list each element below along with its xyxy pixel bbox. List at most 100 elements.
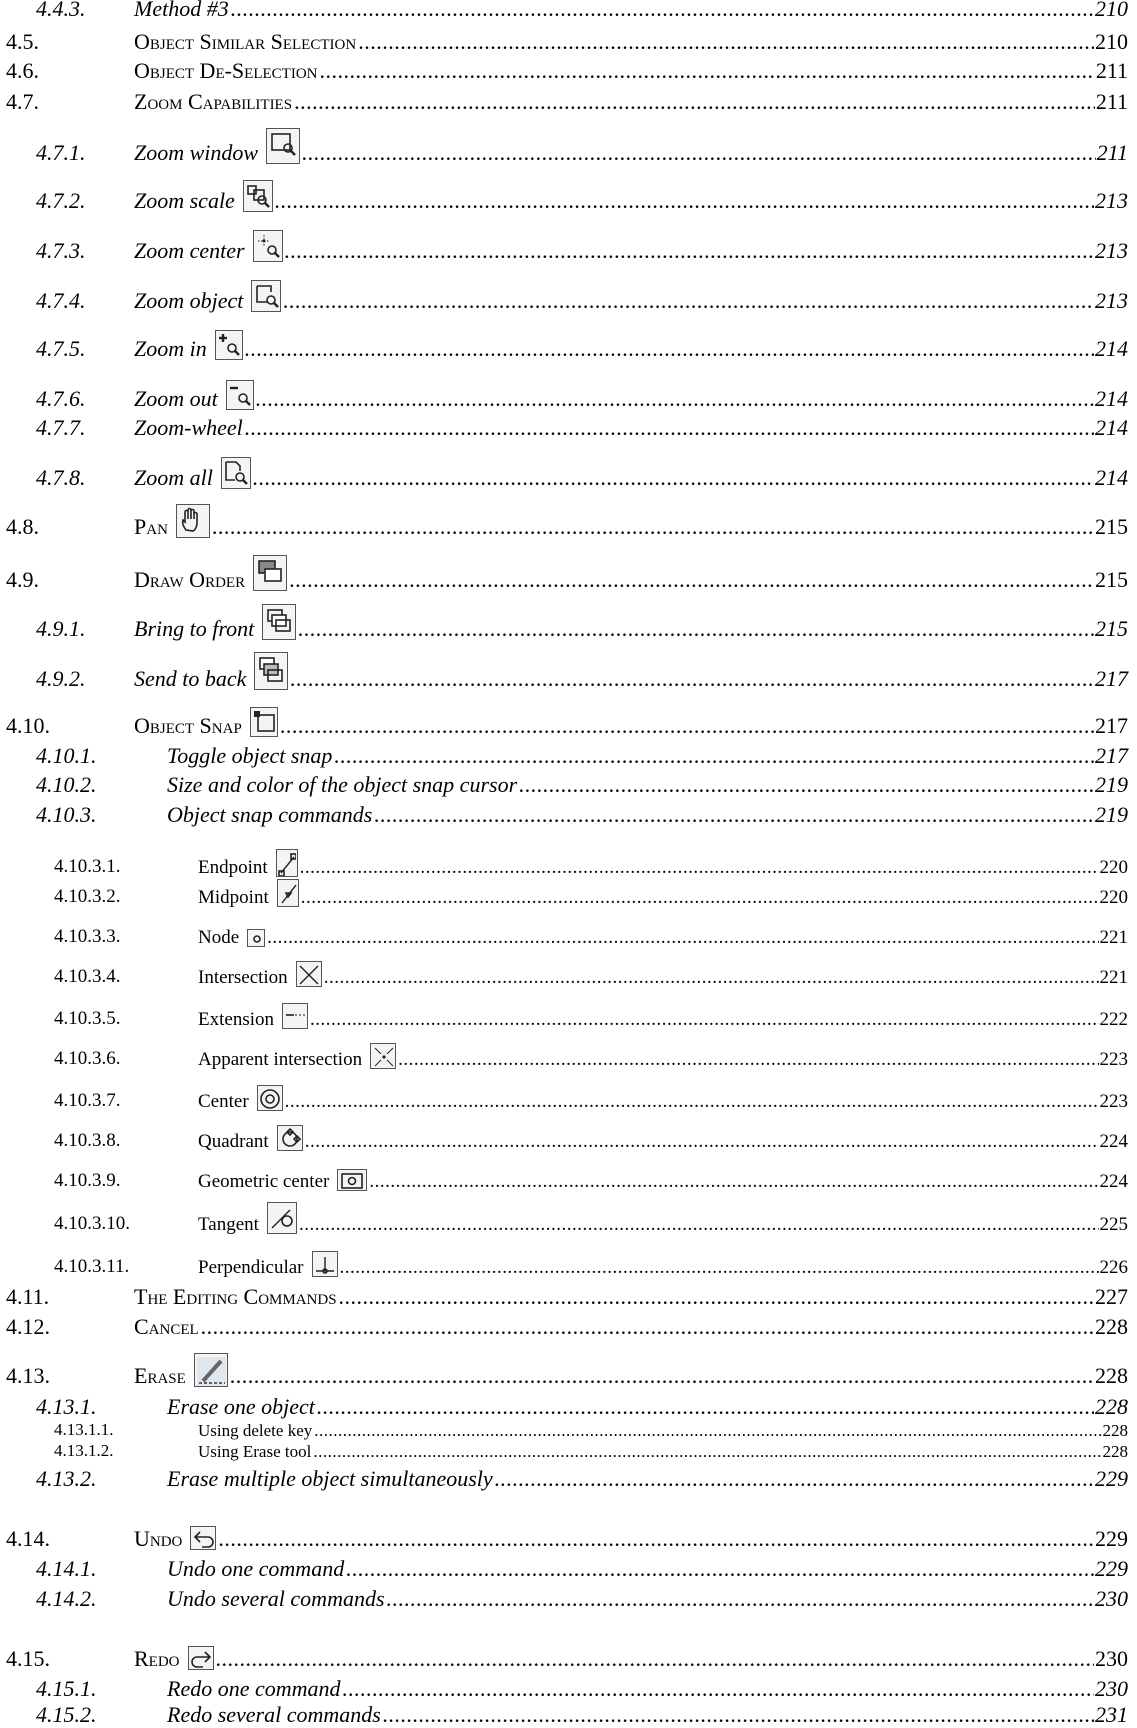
toc-entry[interactable]: 4.13.1.2. Using Erase tool 228 [0, 1441, 1137, 1462]
toc-entry-number: 4.7.4. [36, 288, 86, 314]
toc-dot-leader [339, 1284, 1094, 1310]
toc-entry[interactable]: 4.10. Object Snap 217 [0, 713, 1137, 739]
toc-entry[interactable]: 4.10.3.1. Endpoint 220 [0, 856, 1137, 879]
toc-entry[interactable]: 4.8. Pan 215 [0, 514, 1137, 540]
pan-hand-icon [176, 504, 210, 538]
toc-entry[interactable]: 4.7.3. Zoom center 213 [0, 238, 1137, 264]
toc-entry[interactable]: 4.9.1. Bring to front 215 [0, 616, 1137, 642]
toc-entry-number: 4.10.3.5. [54, 1008, 121, 1030]
toc-dot-leader [305, 1131, 1099, 1153]
toc-entry[interactable]: 4.7.4. Zoom object 213 [0, 288, 1137, 314]
toc-entry-number: 4.7.7. [36, 415, 86, 441]
toc-entry-title: Extension [198, 1009, 274, 1031]
toc-entry[interactable]: 4.13.1.1. Using delete key 228 [0, 1420, 1137, 1441]
toc-entry[interactable]: 4.15.2. Redo several commands 231 [0, 1702, 1137, 1728]
toc-entry[interactable]: 4.13.1. Erase one object 228 [0, 1394, 1137, 1420]
toc-dot-leader [398, 1049, 1098, 1071]
redo-icon [188, 1646, 214, 1670]
toc-entry[interactable]: 4.10.3.6. Apparent intersection 223 [0, 1048, 1137, 1071]
toc-entry[interactable]: 4.14. Undo 229 [0, 1526, 1137, 1552]
toc-entry[interactable]: 4.14.1. Undo one command 229 [0, 1556, 1137, 1582]
toc-entry-title: Erase [134, 1363, 186, 1389]
toc-entry-page: 215 [1095, 567, 1128, 593]
erase-icon [194, 1353, 228, 1387]
toc-entry[interactable]: 4.10.1. Toggle object snap 217 [0, 743, 1137, 769]
toc-entry-page: 228 [1095, 1363, 1128, 1389]
toc-entry-title: Zoom Capabilities [134, 89, 292, 115]
toc-entry[interactable]: 4.10.3.10. Tangent 225 [0, 1213, 1137, 1236]
toc-dot-leader [231, 0, 1094, 22]
toc-entry[interactable]: 4.12. Cancel 228 [0, 1314, 1137, 1340]
toc-entry-page: 228 [1095, 1314, 1128, 1340]
toc-dot-leader [313, 1442, 1101, 1462]
toc-entry-page: 221 [1100, 967, 1129, 989]
toc-entry-number: 4.12. [6, 1314, 50, 1340]
toc-entry-page: 226 [1100, 1257, 1129, 1279]
toc-entry-number: 4.7.1. [36, 140, 86, 166]
toc-entry-number: 4.10.3.1. [54, 856, 121, 878]
toc-entry[interactable]: 4.10.3.2. Midpoint 220 [0, 886, 1137, 909]
apparent-intersection-snap-icon [370, 1043, 396, 1069]
toc-entry-number: 4.9.2. [36, 666, 86, 692]
toc-dot-leader [298, 616, 1094, 642]
toc-entry[interactable]: 4.14.2. Undo several commands 230 [0, 1586, 1137, 1612]
toc-entry[interactable]: 4.10.3. Object snap commands 219 [0, 802, 1137, 828]
toc-entry-number: 4.7.5. [36, 336, 86, 362]
toc-entry[interactable]: 4.5. Object Similar Selection 210 [0, 29, 1137, 55]
toc-dot-leader [519, 772, 1094, 798]
toc-entry[interactable]: 4.9. Draw Order 215 [0, 567, 1137, 593]
toc-entry-page: 231 [1095, 1702, 1128, 1728]
toc-dot-leader [253, 465, 1094, 491]
toc-entry-title: Zoom out [134, 386, 218, 412]
toc-entry-number: 4.5. [6, 29, 39, 55]
toc-dot-leader [300, 857, 1099, 879]
toc-entry-number: 4.13. [6, 1363, 50, 1389]
toc-entry[interactable]: 4.10.3.8. Quadrant 224 [0, 1130, 1137, 1153]
toc-entry-title: The Editing Commands [134, 1284, 337, 1310]
toc-entry-title: Quadrant [198, 1131, 269, 1153]
toc-entry[interactable]: 4.7.7. Zoom-wheel 214 [0, 415, 1137, 441]
toc-entry[interactable]: 4.10.2. Size and color of the object snap… [0, 772, 1137, 798]
toc-dot-leader [302, 140, 1096, 166]
toc-entry-number: 4.10.3.11. [54, 1256, 129, 1278]
toc-entry-number: 4.4.3. [36, 0, 86, 22]
toc-entry[interactable]: 4.7.8. Zoom all 214 [0, 465, 1137, 491]
toc-entry[interactable]: 4.10.3.4. Intersection 221 [0, 966, 1137, 989]
toc-entry[interactable]: 4.7.6. Zoom out 214 [0, 386, 1137, 412]
center-snap-icon [257, 1085, 283, 1111]
toc-entry-title: Object De-Selection [134, 58, 318, 84]
toc-entry[interactable]: 4.6. Object De-Selection 211 [0, 58, 1137, 84]
toc-entry[interactable]: 4.11. The Editing Commands 227 [0, 1284, 1137, 1310]
toc-entry[interactable]: 4.10.3.9. Geometric center 224 [0, 1170, 1137, 1193]
toc-entry[interactable]: 4.10.3.7. Center 223 [0, 1090, 1137, 1113]
toc-entry[interactable]: 4.9.2. Send to back 217 [0, 666, 1137, 692]
toc-entry[interactable]: 4.13.2. Erase multiple object simultaneou… [0, 1466, 1137, 1492]
toc-entry-number: 4.10.3.8. [54, 1130, 121, 1152]
toc-entry[interactable]: 4.7.5. Zoom in 214 [0, 336, 1137, 362]
toc-entry-number: 4.10.3.7. [54, 1090, 121, 1112]
toc-entry-title: Using Erase tool [198, 1442, 311, 1462]
toc-dot-leader [383, 1702, 1094, 1728]
toc-entry-page: 214 [1095, 336, 1128, 362]
toc-entry[interactable]: 4.10.3.5. Extension 222 [0, 1008, 1137, 1031]
toc-entry-number: 4.10. [6, 713, 50, 739]
toc-entry-number: 4.10.3.10. [54, 1213, 130, 1235]
toc-entry[interactable]: 4.15.1. Redo one command 230 [0, 1676, 1137, 1702]
toc-entry-title: Toggle object snap [167, 743, 332, 769]
toc-entry[interactable]: 4.10.3.3. Node 221 [0, 926, 1137, 949]
toc-entry-number: 4.10.3. [36, 802, 97, 828]
toc-entry-page: 214 [1095, 415, 1128, 441]
toc-entry[interactable]: 4.7.1. Zoom window 211 [0, 140, 1137, 166]
toc-entry[interactable]: 4.7. Zoom Capabilities 211 [0, 89, 1137, 115]
toc-entry-page: 219 [1095, 772, 1128, 798]
toc-entry[interactable]: 4.7.2. Zoom scale 213 [0, 188, 1137, 214]
toc-entry[interactable]: 4.4.3. Method #3 210 [0, 0, 1137, 22]
toc-entry-page: 219 [1095, 802, 1128, 828]
toc-dot-leader [245, 336, 1094, 362]
zoom-center-icon [253, 230, 283, 262]
toc-entry-title: Zoom in [134, 336, 207, 362]
toc-entry[interactable]: 4.13. Erase 228 [0, 1363, 1137, 1389]
toc-entry[interactable]: 4.15. Redo 230 [0, 1646, 1137, 1672]
toc-entry[interactable]: 4.10.3.11. Perpendicular 226 [0, 1256, 1137, 1279]
toc-entry-number: 4.11. [6, 1284, 49, 1310]
